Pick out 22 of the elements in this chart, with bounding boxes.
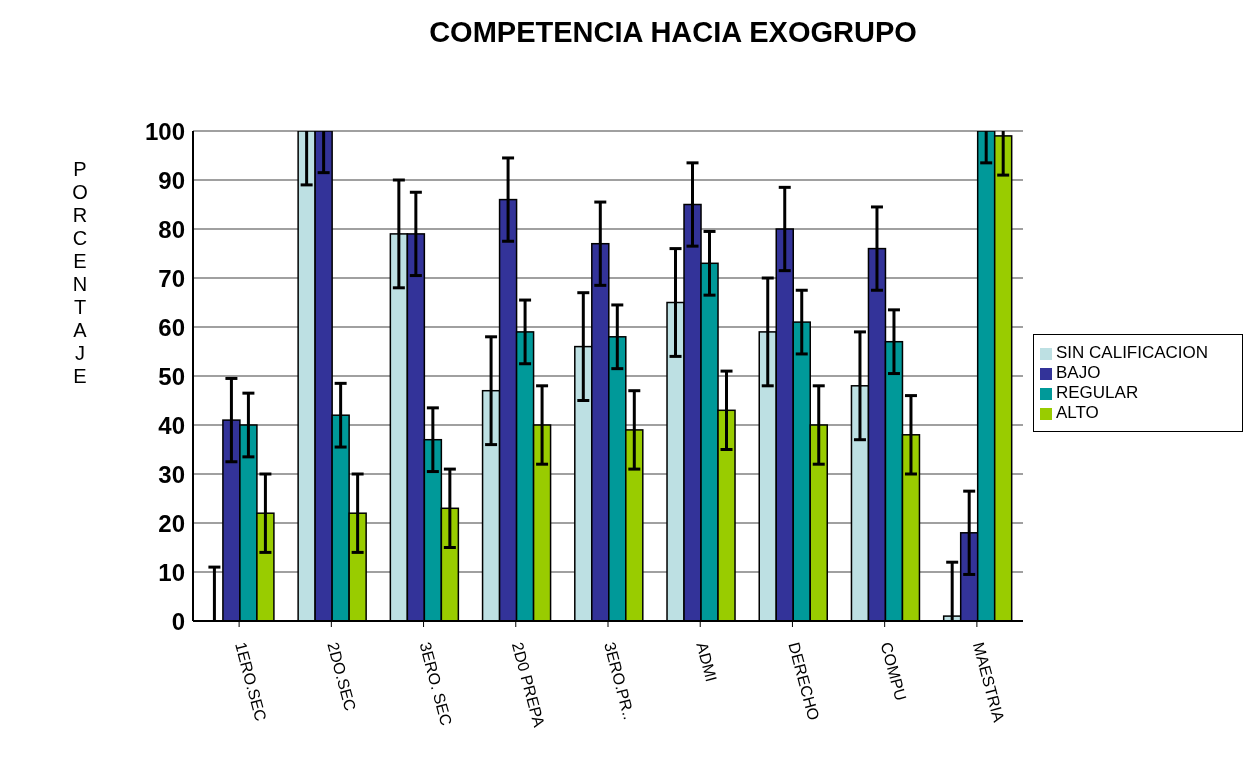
legend-label: BAJO xyxy=(1056,363,1101,382)
y-axis-title: PORCENTAJE xyxy=(68,158,91,388)
y-tick-label: 100 xyxy=(144,117,185,145)
y-tick-label: 0 xyxy=(171,607,185,635)
x-tick-label: ADMI xyxy=(693,640,721,684)
y-tick-label: 70 xyxy=(158,264,185,292)
y-tick-label: 90 xyxy=(158,166,185,194)
legend-label: REGULAR xyxy=(1056,383,1139,402)
y-tick-label: 40 xyxy=(158,411,185,439)
y-tick-label: 80 xyxy=(158,215,185,243)
chart-title: COMPETENCIA HACIA EXOGRUPO xyxy=(428,16,918,49)
x-tick-label: 2D0 PREPA xyxy=(508,640,548,730)
legend-label: ALTO xyxy=(1056,403,1099,422)
y-tick-label: 20 xyxy=(158,509,185,537)
x-tick-label: COMPU xyxy=(877,640,910,703)
y-tick-label: 30 xyxy=(158,460,185,488)
y-tick-label: 10 xyxy=(158,558,185,586)
y-tick-label: 60 xyxy=(158,313,185,341)
y-tick-label: 50 xyxy=(158,362,185,390)
x-tick-label: 3ERO. SEC xyxy=(416,640,456,728)
x-tick-label: 3ERO.PR.. xyxy=(601,640,638,722)
legend-label: SIN CALIFICACION xyxy=(1056,343,1209,362)
